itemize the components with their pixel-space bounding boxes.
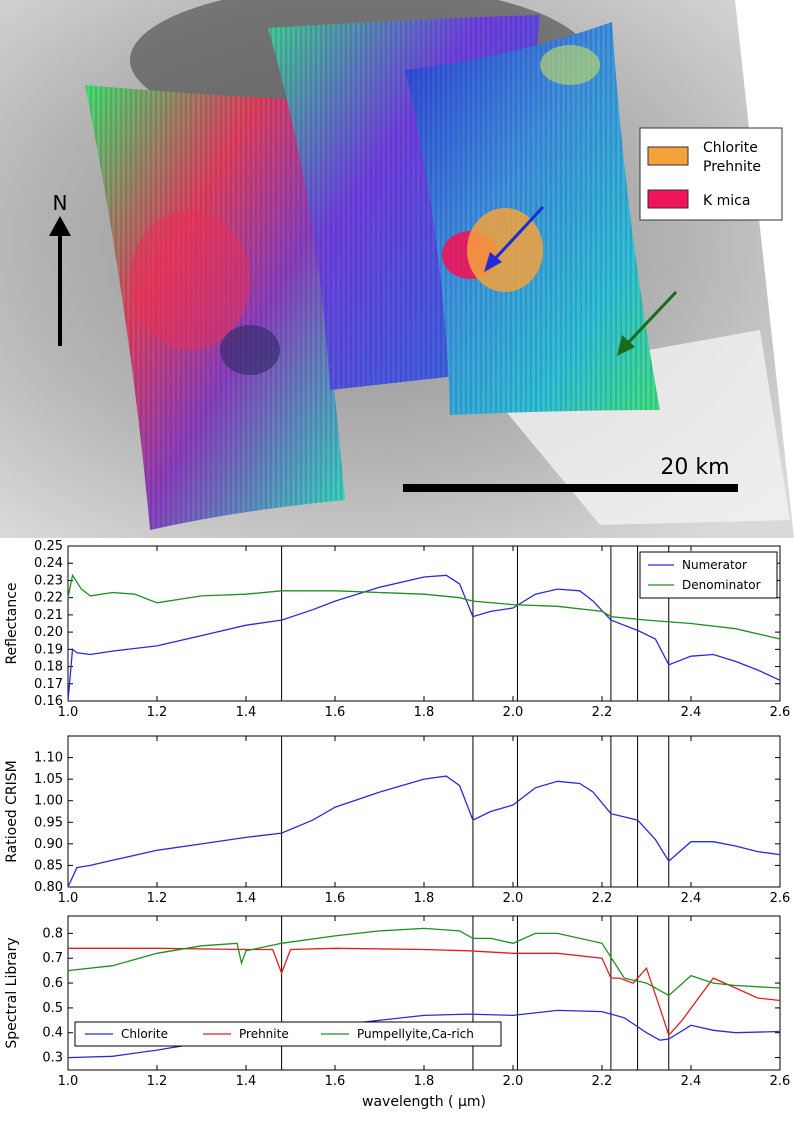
y-tick-label: 0.24	[34, 556, 63, 571]
series-line-denominator	[67, 573, 781, 640]
series-line-ratio	[67, 775, 781, 888]
y-axis-label: Reflectance	[4, 582, 20, 664]
y-tick-label: 0.21	[34, 608, 63, 623]
legend-swatch-k-mica	[647, 189, 689, 209]
x-tick-label: 2.0	[503, 891, 524, 906]
y-tick-label: 0.95	[34, 815, 63, 830]
green-pointer-arrow	[617, 290, 678, 356]
legend-label: Prehnite	[239, 1027, 289, 1041]
y-tick-label: 0.19	[34, 642, 63, 657]
x-tick-label: 1.2	[147, 705, 168, 720]
x-tick-label: 2.6	[770, 1074, 791, 1089]
chart-panel-1: 1.0 1.2 1.4 1.6 1.8 2.0 2.2 2.4 2.6 0.16 0.17 0.18 0…	[4, 539, 790, 720]
y-tick-label: 0.7	[42, 951, 63, 966]
y-axis-label: Spectral Library	[4, 937, 20, 1048]
x-tick-label: 1.6	[325, 891, 346, 906]
x-tick-label: 1.0	[58, 705, 79, 720]
y-tick-label: 0.16	[34, 694, 63, 709]
x-tick-label: 2.4	[681, 891, 702, 906]
y-tick-label: 0.18	[34, 660, 63, 675]
x-tick-label: 1.4	[236, 1074, 257, 1089]
y-tick-label: 1.10	[34, 751, 63, 766]
crism-strip-left	[85, 85, 345, 530]
x-tick-label: 1.0	[58, 891, 79, 906]
legend-label-chlorite: Chlorite Prehnite	[703, 140, 762, 175]
y-tick-label: 0.5	[42, 1001, 63, 1016]
x-tick-label: 2.4	[681, 1074, 702, 1089]
x-tick-label: 2.4	[681, 705, 702, 720]
legend-label: Numerator	[682, 558, 747, 572]
spectra-svg: 1.0 1.2 1.4 1.6 1.8 2.0 2.2 2.4 2.6 0.16 0.17 0.18 0…	[4, 539, 791, 1110]
y-tick-label: 0.17	[34, 677, 63, 692]
legend-label: Denominator	[682, 578, 761, 592]
blue-pointer-arrow	[484, 205, 545, 272]
x-tick-label: 2.2	[592, 705, 613, 720]
y-tick-label: 0.6	[42, 976, 63, 991]
chart-panel-2: 1.0 1.2 1.4 1.6 1.8 2.0 2.2 2.4 2.6 0.80 0.85 0.90 0…	[4, 735, 791, 906]
y-tick-label: 0.23	[34, 573, 63, 588]
y-tick-label: 1.00	[34, 794, 63, 809]
x-tick-label: 1.6	[325, 705, 346, 720]
x-tick-label: 1.8	[414, 705, 435, 720]
y-tick-label: 0.85	[34, 858, 63, 873]
legend-box	[74, 1021, 502, 1047]
y-tick-label: 0.80	[34, 880, 63, 895]
north-arrow: N	[49, 191, 71, 346]
y-tick-label: 0.8	[42, 926, 63, 941]
legend-swatch-chlorite-prehnite	[647, 146, 689, 166]
map-legend: Chlorite Prehnite K mica	[639, 127, 783, 221]
x-tick-label: 2.2	[592, 1074, 613, 1089]
x-tick-label: 2.6	[770, 891, 791, 906]
x-tick-label: 1.2	[147, 1074, 168, 1089]
crism-map-panel: N Chlorite Prehnite K mica 20 km	[0, 0, 794, 538]
x-axis-label: wavelength ( μm)	[362, 1094, 486, 1110]
x-tick-label: 1.4	[236, 705, 257, 720]
legend-label-k-mica: K mica	[703, 193, 750, 209]
series-line-pumpellyite-ca-rich	[67, 927, 781, 997]
x-tick-label: 1.8	[414, 891, 435, 906]
scale-bar: 20 km	[403, 455, 738, 492]
y-tick-label: 0.20	[34, 625, 63, 640]
x-tick-label: 1.6	[325, 1074, 346, 1089]
series-line-prehnite	[68, 947, 781, 1037]
x-tick-label: 2.2	[592, 891, 613, 906]
x-tick-label: 2.0	[503, 705, 524, 720]
plot-frame	[67, 735, 781, 888]
y-tick-label: 0.25	[34, 539, 63, 554]
chart-panel-3: 1.0 1.2 1.4 1.6 1.8 2.0 2.2 2.4 2.6 0.3 0.4 0.5 0.6 0…	[4, 915, 791, 1110]
north-label: N	[53, 191, 68, 215]
y-axis-label: Ratioed CRISM	[4, 760, 20, 863]
legend-box	[639, 551, 778, 599]
x-tick-label: 1.8	[414, 1074, 435, 1089]
y-tick-label: 0.4	[42, 1026, 63, 1041]
x-tick-label: 2.0	[503, 1074, 524, 1089]
y-tick-label: 0.3	[42, 1051, 63, 1066]
y-tick-label: 1.05	[34, 772, 63, 787]
scale-label: 20 km	[660, 455, 729, 480]
legend-label: Pumpellyite,Ca-rich	[357, 1027, 474, 1041]
x-tick-label: 1.4	[236, 891, 257, 906]
x-tick-label: 1.2	[147, 891, 168, 906]
y-tick-label: 0.22	[34, 591, 63, 606]
spectra-charts: 1.0 1.2 1.4 1.6 1.8 2.0 2.2 2.4 2.6 0.16 0.17 0.18 0…	[0, 538, 794, 1123]
x-tick-label: 2.6	[770, 705, 791, 720]
y-tick-label: 0.90	[34, 837, 63, 852]
series-line-numerator	[67, 574, 781, 702]
legend-label: Chlorite	[121, 1027, 168, 1041]
x-tick-label: 1.0	[58, 1074, 79, 1089]
crism-map: N Chlorite Prehnite K mica 20 km	[0, 0, 794, 538]
